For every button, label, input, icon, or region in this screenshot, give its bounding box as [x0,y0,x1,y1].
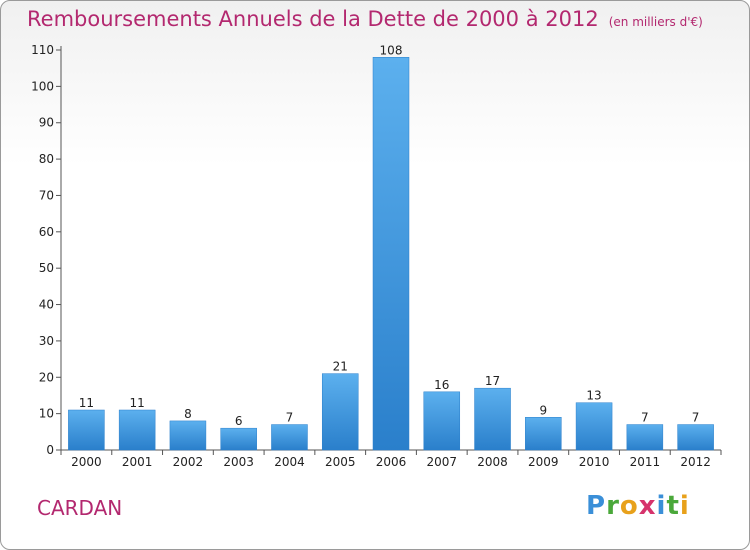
chart-subtitle: (en milliers d'€) [608,15,703,29]
commune-name: CARDAN [37,496,123,520]
bar [474,387,511,451]
data-label: 7 [641,411,649,425]
data-label: 11 [130,396,145,410]
x-tick-label: 2007 [426,455,457,469]
bar [169,420,207,451]
data-label: 6 [235,414,243,428]
bar [118,409,156,451]
data-label: 11 [79,396,94,410]
bar [677,424,714,451]
x-tick-label: 2009 [528,455,559,469]
x-tick-label: 2012 [680,455,711,469]
y-tick-label: 80 [39,152,54,166]
bar [271,424,308,451]
bar [321,373,359,451]
x-tick-label: 2008 [477,455,508,469]
bars: 11 11 8 6 7 21 108 16 17 9 13 7 7 [68,43,714,451]
y-tick-label: 40 [39,298,54,312]
data-label: 8 [184,407,192,421]
x-tick-label: 2005 [325,455,356,469]
data-label: 9 [539,403,547,417]
bar [626,424,664,451]
data-label: 17 [485,374,500,388]
data-label: 108 [380,43,403,57]
y-tick-label: 10 [39,407,54,421]
proxiti-logo: Proxiti [586,491,690,521]
x-tick-label: 2003 [223,455,254,469]
y-tick-label: 50 [39,261,54,275]
x-tick-label: 2010 [579,455,610,469]
y-tick-label: 30 [39,334,54,348]
bar [575,402,613,451]
bar [372,57,410,451]
y-tick-label: 100 [31,79,54,93]
bar [68,409,105,451]
bar [525,417,562,451]
data-label: 7 [692,411,700,425]
y-tick-label: 60 [39,225,54,239]
bar [220,427,257,451]
title-row: Remboursements Annuels de la Dette de 20… [27,7,703,31]
y-tick-label: 110 [31,43,54,57]
x-tick-label: 2006 [376,455,407,469]
y-tick-label: 20 [39,370,54,384]
x-tick-label: 2000 [71,455,102,469]
x-tick-label: 2002 [173,455,204,469]
x-tick-label: 2004 [274,455,305,469]
axes: 0 10 20 30 40 50 60 70 80 90 100 110 2000 2001 2002 200… [31,43,722,469]
data-label: 13 [586,389,601,403]
chart-title: Remboursements Annuels de la Dette de 20… [27,7,599,31]
x-tick-label: 2011 [630,455,661,469]
x-tick-label: 2001 [122,455,153,469]
data-label: 16 [434,378,449,392]
y-tick-label: 70 [39,188,54,202]
data-label: 7 [286,411,294,425]
bar [423,391,461,451]
y-tick-label: 90 [39,116,54,130]
y-tick-label: 0 [46,443,54,457]
data-label: 21 [333,360,348,374]
